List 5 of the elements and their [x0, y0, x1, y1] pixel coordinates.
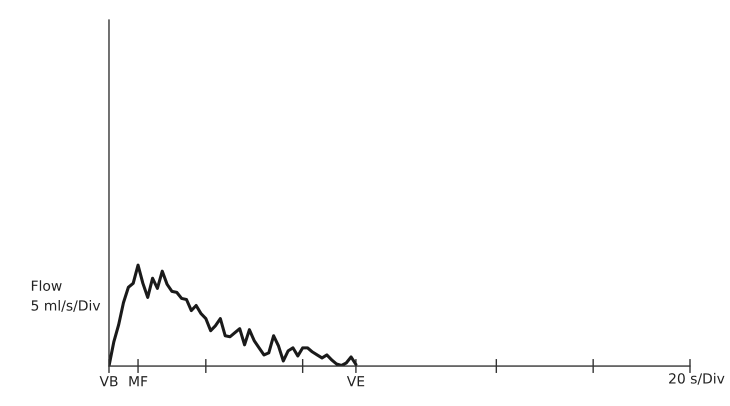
y-axis-title: Flow 5 ml/s/Div — [32, 280, 100, 312]
x-tick-label: VB — [100, 376, 118, 386]
x-tick-label: VE — [346, 376, 364, 386]
x-tick-label: MF — [129, 376, 148, 386]
x-axis-title: 20 s/Div — [669, 372, 724, 385]
